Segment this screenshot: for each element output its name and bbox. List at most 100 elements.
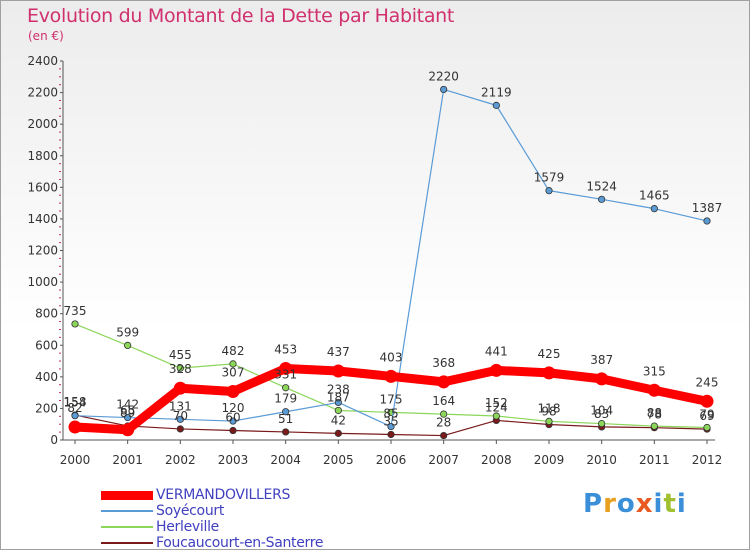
x-tick-label: 2002 (165, 453, 196, 467)
data-label: 735 (64, 304, 87, 318)
data-label: 42 (331, 413, 346, 427)
data-label: 238 (327, 382, 350, 396)
data-point (440, 85, 448, 94)
data-label: 89 (120, 406, 135, 420)
x-tick-label: 2006 (376, 453, 407, 467)
data-label: 245 (696, 375, 719, 389)
x-tick-label: 2001 (112, 453, 143, 467)
data-label: 85 (383, 407, 398, 421)
data-point (124, 413, 132, 422)
data-label: 482 (222, 344, 245, 358)
data-point (384, 369, 398, 383)
data-label: 142 (116, 398, 139, 412)
data-point (542, 366, 556, 380)
data-point (650, 422, 658, 430)
logo-letter: i (676, 489, 687, 519)
legend-label: Foucaucourt-en-Santerre (156, 535, 324, 551)
chart-title: Evolution du Montant de la Dette par Hab… (27, 5, 455, 27)
data-point (124, 341, 132, 350)
x-tick-label: 2003 (218, 453, 249, 467)
y-tick-label: 0 (50, 433, 58, 447)
data-label: 187 (327, 390, 350, 404)
data-label: 1465 (639, 189, 670, 203)
legend-label: Herleville (156, 519, 219, 535)
data-point (176, 364, 184, 372)
y-tick-label: 200 (35, 401, 58, 415)
data-label: 2220 (428, 69, 459, 83)
logo-letter: i (653, 489, 664, 519)
data-point (598, 195, 606, 203)
x-tick-label: 2005 (323, 453, 354, 467)
data-point (703, 217, 711, 225)
data-label: 441 (485, 344, 508, 358)
data-point (331, 364, 345, 378)
x-tick-label: 2000 (60, 453, 91, 467)
x-tick-label: 2010 (586, 453, 617, 467)
data-point (387, 422, 395, 431)
data-label: 368 (432, 356, 455, 370)
legend-swatch (101, 490, 153, 500)
chart-subtitle: (en €) (28, 29, 64, 43)
x-tick-label: 2011 (639, 453, 670, 467)
data-label: 387 (590, 353, 613, 367)
data-label: 82 (67, 401, 82, 415)
data-point (437, 375, 451, 389)
data-point (700, 394, 714, 408)
data-label: 437 (327, 345, 350, 359)
data-point (282, 384, 290, 392)
data-point (703, 423, 711, 432)
data-point (598, 419, 606, 428)
data-label: 65 (120, 404, 135, 418)
logo-letter: r (603, 489, 617, 519)
data-label: 455 (169, 348, 192, 362)
data-point (176, 415, 184, 423)
data-point (282, 408, 290, 416)
x-tick-label: 2009 (534, 453, 565, 467)
data-point (647, 383, 661, 397)
y-tick-label: 1800 (27, 149, 58, 163)
data-label: 179 (274, 392, 297, 406)
data-label: 403 (380, 350, 403, 364)
y-tick-label: 2200 (27, 86, 58, 100)
data-point (279, 361, 293, 375)
data-label: 70 (173, 409, 188, 423)
data-label: 152 (485, 396, 508, 410)
data-point (226, 385, 240, 399)
data-point (650, 205, 658, 213)
y-tick-label: 1400 (27, 212, 58, 226)
y-tick-label: 400 (35, 370, 58, 384)
x-tick-label: 2008 (481, 453, 512, 467)
data-point (121, 423, 135, 437)
data-point (71, 320, 79, 328)
data-point (440, 410, 448, 418)
data-point (229, 426, 237, 435)
legend-swatch (101, 542, 153, 544)
data-label: 120 (222, 401, 245, 415)
y-tick-label: 1600 (27, 180, 58, 194)
data-label: 1524 (586, 179, 617, 193)
data-label: 69 (699, 409, 714, 423)
logo-letter: P (583, 489, 604, 519)
legend-label: Soyécourt (156, 503, 225, 519)
x-tick-label: 2007 (428, 453, 459, 467)
data-label: 79 (699, 408, 714, 422)
data-point (334, 429, 342, 437)
data-point (492, 101, 500, 109)
data-label: 51 (278, 412, 293, 426)
data-label: 1387 (692, 201, 723, 215)
data-point (334, 398, 342, 407)
data-point (492, 412, 500, 420)
data-point (387, 430, 395, 439)
data-label: 328 (169, 362, 192, 376)
line-chart: 0 200 400 600 800 1000 1200 1400 1600 1800 2000 220… (27, 54, 723, 467)
y-tick-label: 1000 (27, 275, 58, 289)
data-label: 315 (643, 364, 666, 378)
data-point (229, 360, 237, 368)
data-point (334, 406, 342, 415)
y-tick-label: 2400 (27, 54, 58, 68)
legend-label: VERMANDOVILLERS (156, 487, 291, 503)
data-point (595, 372, 609, 386)
data-point (545, 187, 553, 195)
data-point (176, 425, 184, 433)
y-tick-label: 1200 (27, 244, 58, 258)
